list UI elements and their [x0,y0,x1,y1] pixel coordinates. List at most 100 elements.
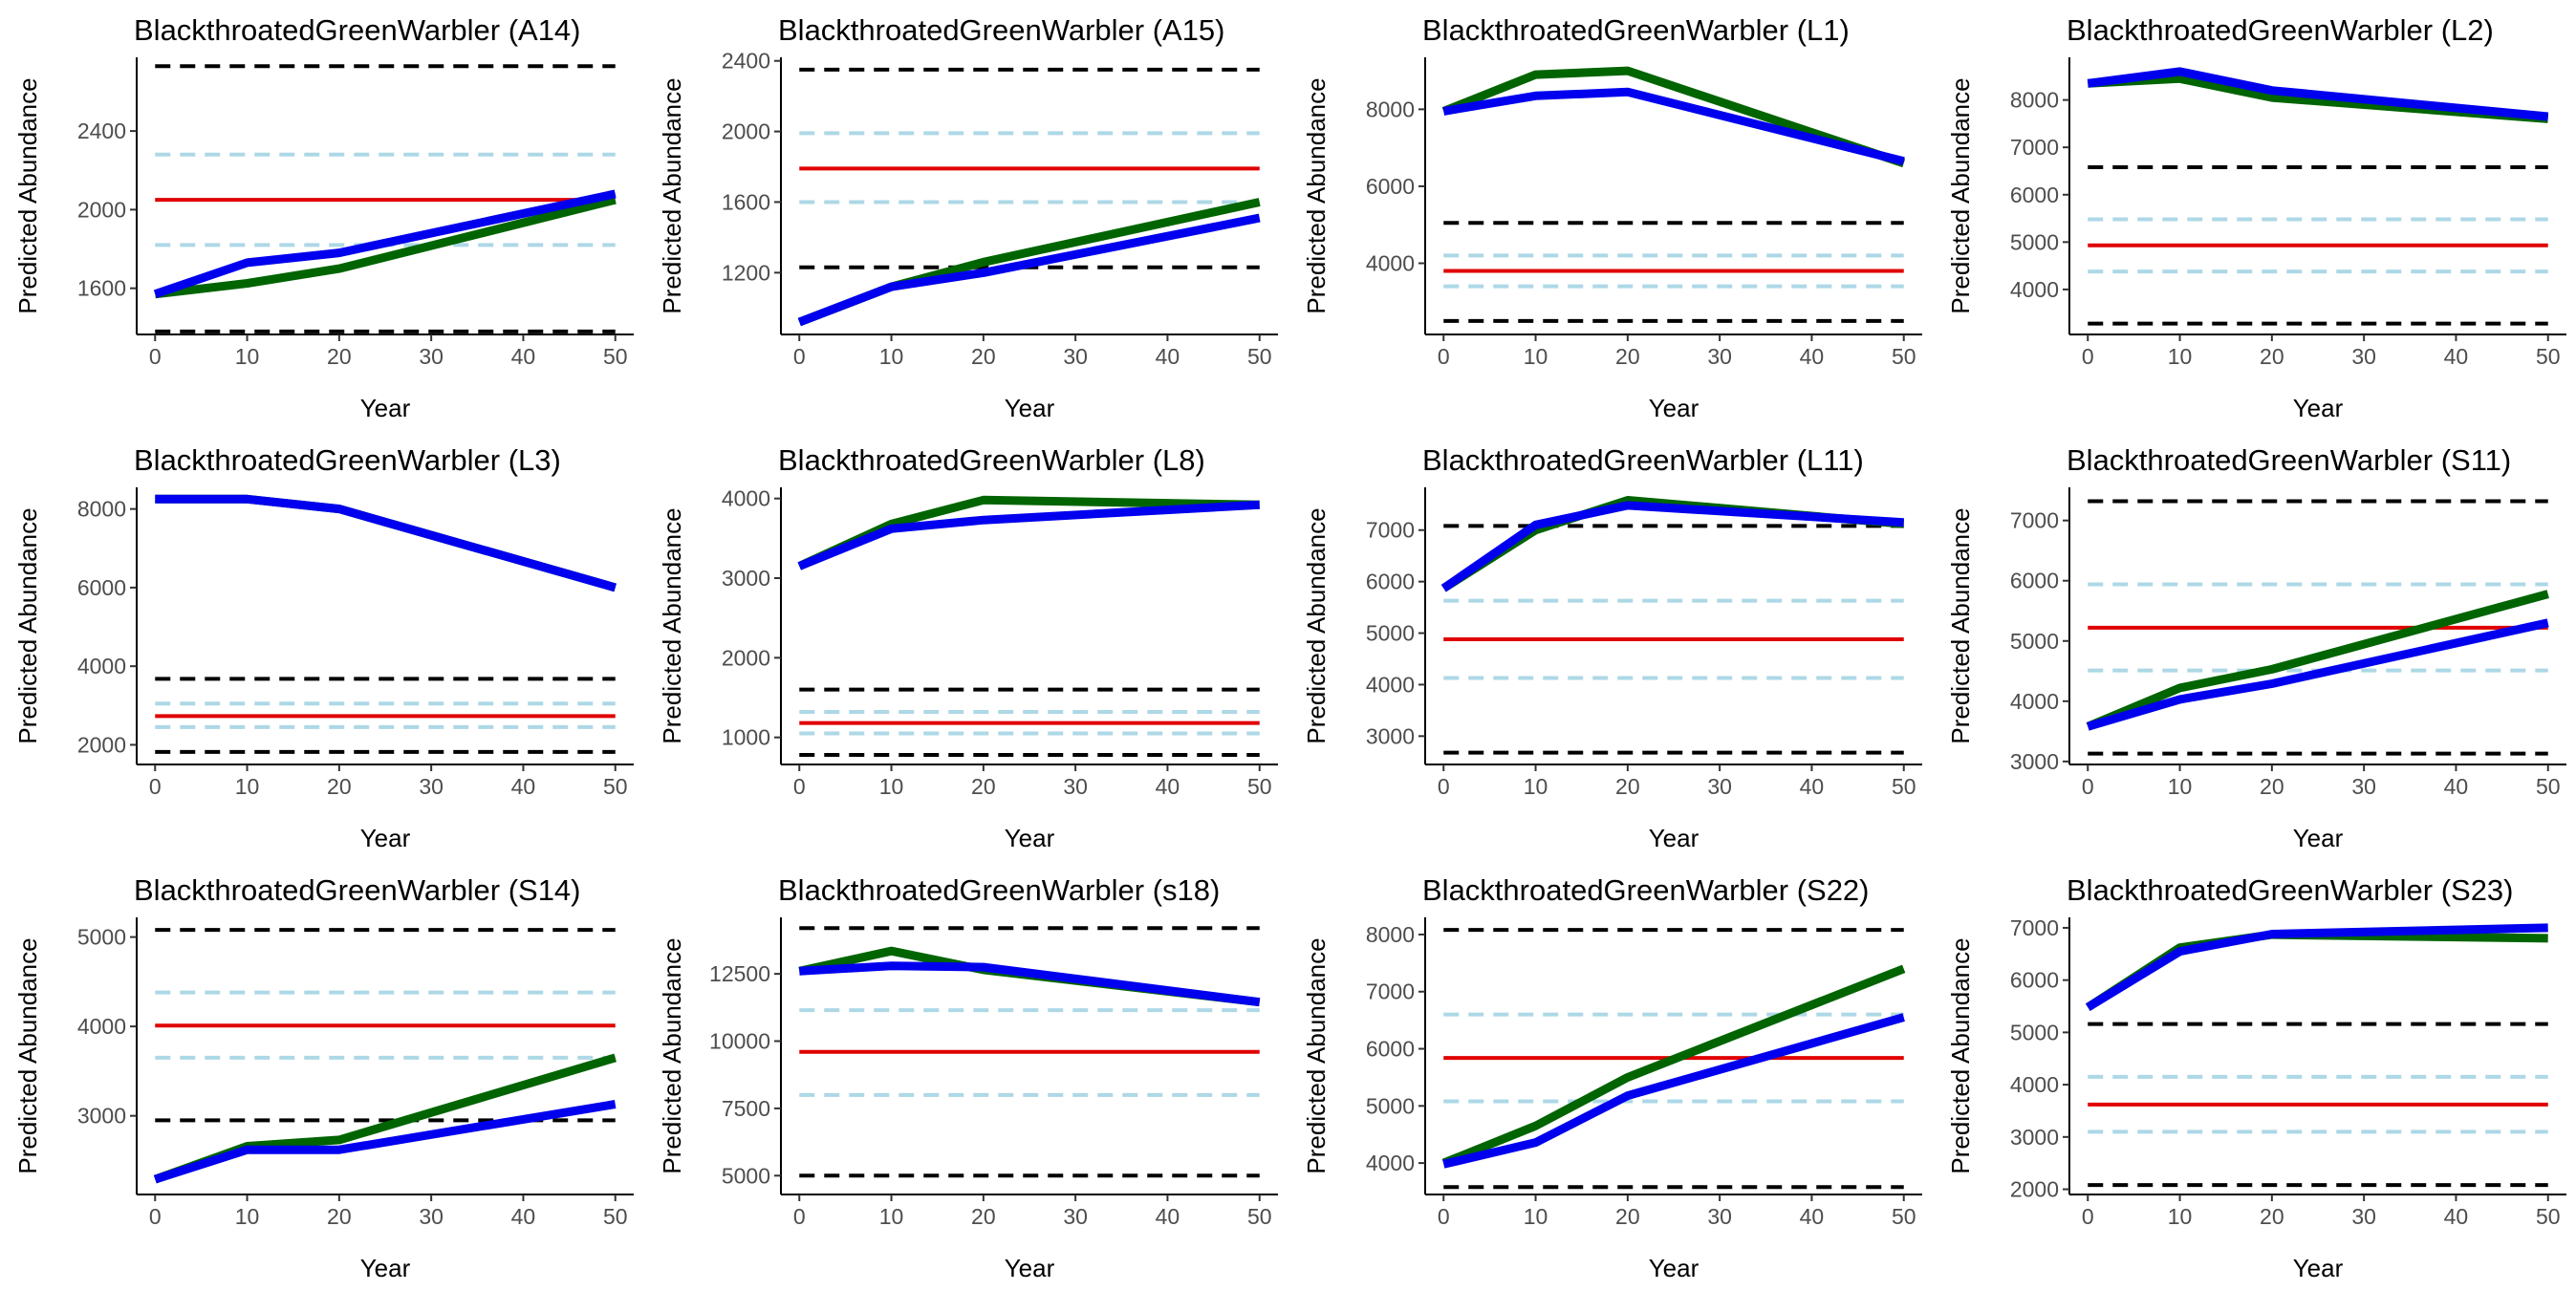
x-tick-label: 40 [1800,774,1825,799]
chart-panel: BlackthroatedGreenWarbler (S23) Year Predi… [1933,860,2576,1290]
x-tick-label: 30 [1063,1204,1088,1229]
x-tick-label: 20 [1615,774,1640,799]
chart-panel: BlackthroatedGreenWarbler (A15) Year Predi… [644,0,1288,430]
series-line-blue [2085,923,2548,1011]
chart-title: BlackthroatedGreenWarbler (A14) [134,13,581,47]
x-tick-label: 20 [971,1204,996,1229]
y-tick-label: 4000 [722,486,770,511]
x-tick-label: 10 [879,1204,904,1229]
x-tick-label: 50 [1892,344,1916,369]
y-tick-label: 1200 [722,260,770,285]
y-tick-label: 7000 [1366,518,1415,543]
y-tick-label: 3000 [1366,723,1415,748]
series-line-green [1441,66,1906,168]
series-line-blue [2087,618,2549,731]
chart-title: BlackthroatedGreenWarbler (S22) [1422,873,1870,907]
x-tick-label: 40 [2444,1204,2469,1229]
chart-svg: BlackthroatedGreenWarbler (L8) Year Predic… [658,443,1278,852]
series-line-blue [797,500,1260,570]
chart-title: BlackthroatedGreenWarbler (S23) [2067,873,2514,907]
x-tick-label: 50 [1892,1204,1916,1229]
x-axis-label: Year [1005,1254,1055,1282]
x-axis-label: Year [2293,394,2344,422]
x-axis-label: Year [360,394,411,422]
x-tick-label: 40 [511,344,536,369]
x-tick-label: 0 [149,774,162,799]
x-tick-label: 50 [603,1204,628,1229]
chart-svg: BlackthroatedGreenWarbler (L11) Year Predi… [1302,443,1922,852]
x-tick-label: 30 [419,344,444,369]
y-axis-label: Predicted Abundance [13,937,42,1173]
x-tick-label: 20 [327,344,352,369]
y-tick-label: 5000 [77,925,126,950]
y-tick-label: 7000 [2010,508,2059,533]
x-tick-label: 50 [2536,774,2561,799]
x-tick-label: 10 [235,344,260,369]
y-tick-label: 1600 [722,189,770,214]
x-tick-label: 10 [1524,344,1548,369]
y-tick-label: 5000 [1366,621,1415,646]
x-tick-label: 30 [419,774,444,799]
x-tick-label: 30 [1707,1204,1732,1229]
x-tick-label: 30 [1707,344,1732,369]
x-tick-label: 0 [1438,1204,1450,1229]
chart-panel: BlackthroatedGreenWarbler (L8) Year Predic… [644,430,1288,860]
x-tick-label: 30 [419,1204,444,1229]
chart-panel: BlackthroatedGreenWarbler (L11) Year Predi… [1288,430,1933,860]
y-tick-label: 5000 [1366,1093,1415,1118]
x-tick-label: 30 [1063,344,1088,369]
y-tick-label: 7000 [2010,135,2059,160]
x-tick-label: 40 [511,1204,536,1229]
series-line-green [155,494,617,592]
chart-panel: BlackthroatedGreenWarbler (L2) Year Predic… [1933,0,2576,430]
x-tick-label: 30 [1063,774,1088,799]
y-tick-label: 6000 [77,575,126,600]
x-tick-label: 10 [235,774,260,799]
chart-svg: BlackthroatedGreenWarbler (S22) Year Predi… [1302,873,1922,1282]
series-line-green [2086,590,2549,731]
series-line-blue [155,494,617,592]
x-tick-label: 10 [879,774,904,799]
y-tick-label: 3000 [2010,749,2059,774]
series-line-blue [1440,501,1904,592]
x-tick-label: 20 [327,1204,352,1229]
chart-title: BlackthroatedGreenWarbler (S14) [134,873,581,907]
series-line-blue [153,189,617,299]
x-tick-label: 0 [149,344,162,369]
y-tick-label: 5000 [722,1163,770,1188]
y-tick-label: 5000 [2010,629,2059,654]
y-axis-label: Predicted Abundance [1946,77,1975,313]
x-tick-label: 40 [1800,1204,1825,1229]
series-line-blue [1442,1013,1905,1169]
y-tick-label: 6000 [1366,1037,1415,1062]
x-axis-label: Year [360,1254,411,1282]
chart-title: BlackthroatedGreenWarbler (A15) [778,13,1225,47]
y-tick-label: 6000 [2010,569,2059,593]
x-tick-label: 50 [1892,774,1916,799]
chart-title: BlackthroatedGreenWarbler (s18) [778,873,1220,907]
chart-svg: BlackthroatedGreenWarbler (L1) Year Predic… [1302,13,1922,422]
x-tick-label: 20 [971,774,996,799]
x-tick-label: 50 [2536,344,2561,369]
y-tick-label: 8000 [77,497,126,522]
x-axis-label: Year [1005,394,1055,422]
x-tick-label: 50 [1247,1204,1272,1229]
y-tick-label: 4000 [2010,1072,2059,1097]
y-tick-label: 2000 [722,645,770,670]
y-axis-label: Predicted Abundance [658,507,686,743]
x-tick-label: 0 [2082,344,2094,369]
y-tick-label: 4000 [1366,672,1415,697]
x-tick-label: 0 [793,774,806,799]
x-tick-label: 50 [603,344,628,369]
x-tick-label: 20 [2260,774,2284,799]
x-tick-label: 0 [2082,774,2094,799]
y-tick-label: 2400 [77,118,126,143]
x-tick-label: 0 [793,344,806,369]
y-axis-label: Predicted Abundance [658,77,686,313]
chart-panel: BlackthroatedGreenWarbler (S11) Year Predi… [1933,430,2576,860]
chart-title: BlackthroatedGreenWarbler (L2) [2067,13,2494,47]
series-line-green [154,195,617,299]
chart-svg: BlackthroatedGreenWarbler (S11) Year Predi… [1946,443,2566,852]
y-tick-label: 5000 [2010,1020,2059,1044]
y-tick-label: 4000 [2010,277,2059,302]
